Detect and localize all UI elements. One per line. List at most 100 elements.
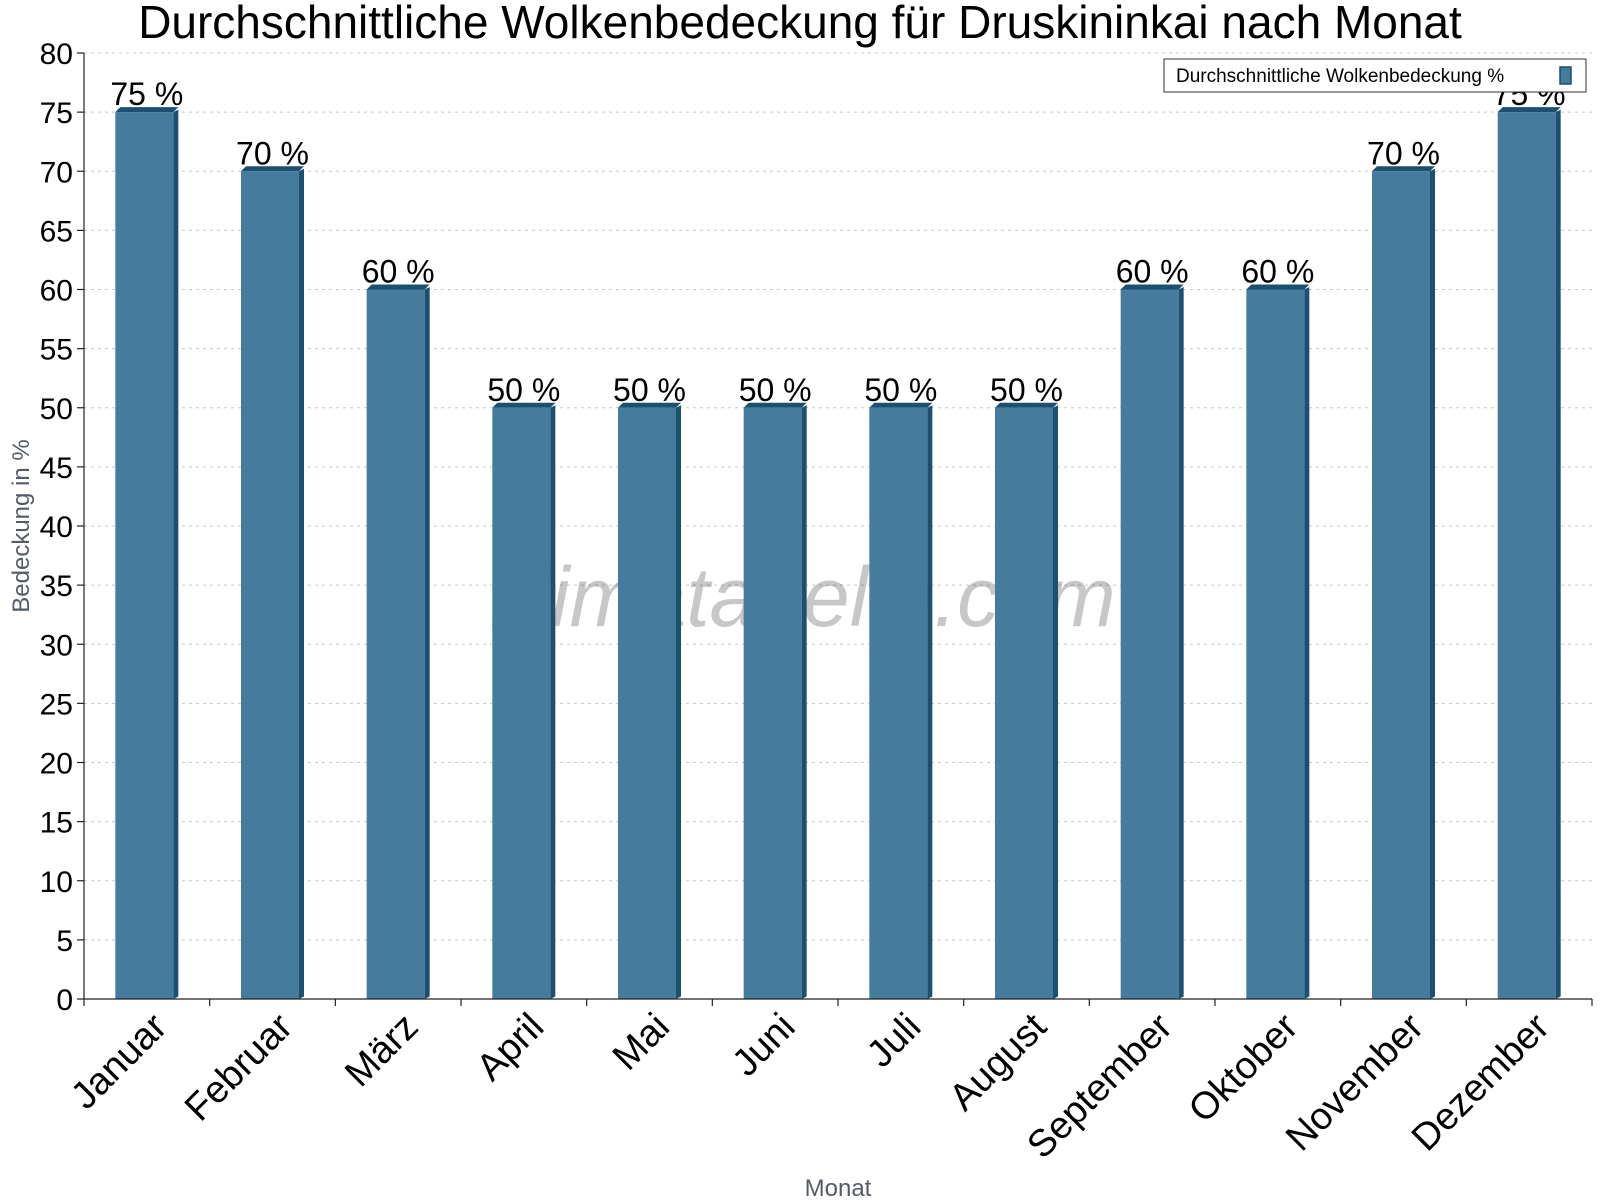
bar-top [743,402,807,408]
bar-front [869,407,928,999]
bar [241,166,304,999]
y-tick-label: 20 [40,748,73,781]
bar-front [241,171,299,999]
bar-front [1246,289,1305,999]
data-label: 70 % [1367,135,1440,171]
y-tick-label: 0 [56,984,73,1017]
bar [115,107,179,999]
data-label: 70 % [236,135,309,171]
data-label: 60 % [1116,254,1189,290]
x-tick-label: November [1278,1005,1432,1159]
bar-side [1178,287,1184,999]
bar-side [801,405,807,999]
bar-top [1246,284,1310,290]
y-tick-label: 65 [40,215,73,248]
data-label: 50 % [739,372,812,408]
bar-front [366,289,425,999]
bar-top [869,402,933,408]
y-axis-title: Bedeckung in % [8,439,35,612]
bar-side [424,287,430,999]
y-ticks: 0 5 10 15 20 25 30 35 40 45 50 55 60 65 70 75 80 [40,38,84,1017]
bar-front [1120,289,1179,999]
bar-top [618,402,681,408]
bar-top [1120,284,1184,290]
y-tick-label: 15 [40,807,73,840]
bar-side [1555,109,1561,999]
x-tick-label: August [942,1005,1056,1119]
y-tick-label: 30 [40,629,73,662]
bar [1497,107,1561,999]
bar-front [743,407,802,999]
bar-side [1053,405,1058,999]
bar-side [676,405,681,999]
chart-title: Durchschnittliche Wolkenbedeckung für Dr… [138,0,1462,48]
bar-side [1430,168,1435,999]
y-tick-label: 55 [40,334,73,367]
bar-top [241,166,304,172]
data-label: 60 % [362,254,435,290]
legend-box [1163,58,1587,93]
data-label: 60 % [1241,254,1314,290]
bar-front [618,407,676,999]
bar [618,402,681,999]
bar [1120,284,1184,999]
x-tick-label: Mai [605,1006,678,1079]
y-tick-label: 70 [40,156,73,189]
bar-front [1372,171,1430,999]
bar-side [299,168,304,999]
x-tick-label: Dezember [1404,1005,1558,1159]
bar-side [550,405,556,999]
bar [1372,166,1435,999]
y-tick-label: 50 [40,393,73,426]
x-tick-label: Oktober [1181,1005,1307,1131]
bar-side [173,109,179,999]
bar-top [1372,166,1435,172]
bars [115,107,1561,999]
y-tick-label: 35 [40,570,73,603]
legend-label: Durchschnittliche Wolkenbedeckung % [1176,66,1504,87]
data-label: 50 % [990,372,1063,408]
x-tick-label: Juni [725,1006,804,1085]
bar-top [995,402,1058,408]
data-label: 75 % [110,76,183,112]
bar [492,402,556,999]
x-tick-label: Juli [859,1006,929,1076]
bar-side [1304,287,1310,999]
data-label: 50 % [487,372,560,408]
bar-front [995,407,1053,999]
legend-swatch [1559,66,1572,85]
x-ticks: Januar Februar März April Mai Juni Juli AugustS… [63,999,1593,1167]
y-tick-label: 80 [40,38,73,71]
gridlines [84,52,1592,941]
bar [743,402,807,999]
bar [869,402,933,999]
y-tick-label: 60 [40,275,73,308]
bar-top [366,284,430,290]
x-tick-label: März [337,1006,426,1095]
data-label: 50 % [613,372,686,408]
legend: Durchschnittliche Wolkenbedeckung % [1163,58,1587,93]
x-tick-label: Februar [177,1005,301,1129]
x-tick-label: April [469,1006,552,1089]
y-tick-label: 40 [40,511,73,544]
y-tick-label: 25 [40,688,73,721]
y-tick-label: 45 [40,452,73,485]
x-axis-title: Monat [805,1175,872,1200]
bar-front [1497,112,1556,999]
bar-front [115,112,174,999]
bar-top [1497,107,1561,113]
bar [1246,284,1310,999]
y-tick-label: 75 [40,97,73,130]
bar-top [492,402,556,408]
data-label: 50 % [864,372,937,408]
bar-side [927,405,933,999]
bar [995,402,1058,999]
bar-front [492,407,551,999]
y-tick-label: 5 [56,925,73,958]
y-tick-label: 10 [40,866,73,899]
data-labels: 75 % 70 % 60 % 50 % 50 % 50 % 50 % 50 % 60 % 60 %… [110,76,1565,408]
x-tick-label: Januar [63,1005,175,1117]
bar-top [115,107,179,113]
bar [366,284,430,999]
